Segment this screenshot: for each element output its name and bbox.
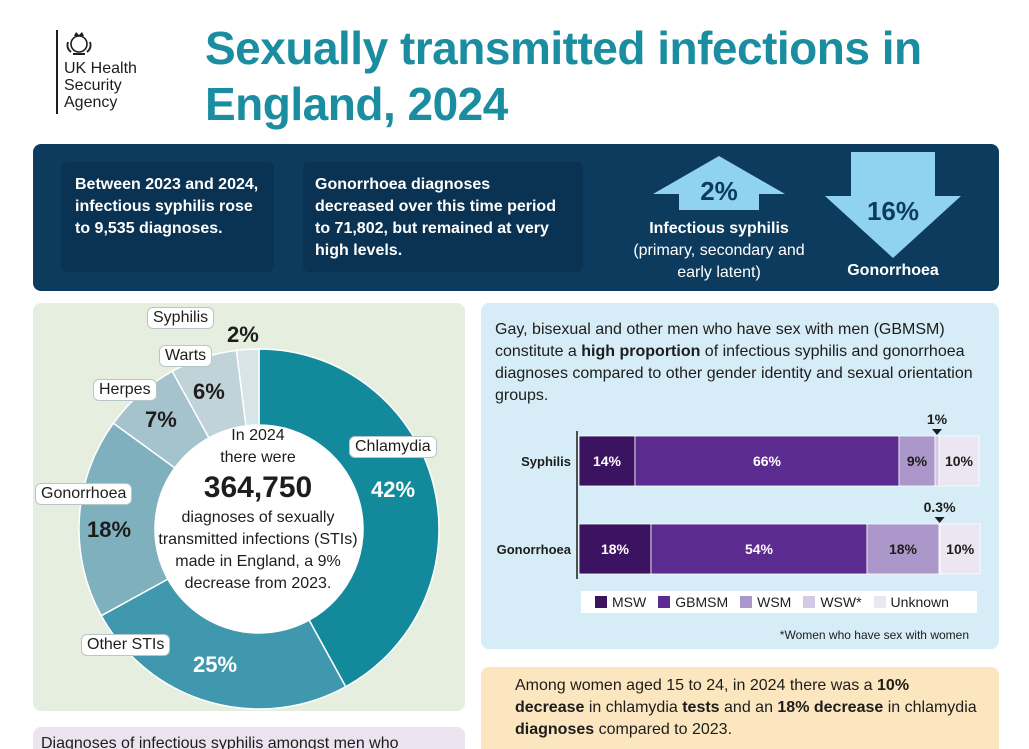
legend-label-wsw: WSW* <box>820 594 862 610</box>
syphilis-men-box: Diagnoses of infectious syphilis amongst… <box>33 727 465 749</box>
bar-label-gonorrhoea-wsw: 0.3% <box>924 499 956 515</box>
bar-callout-pointer-syphilis <box>932 429 942 435</box>
bar-intro-bold: high proportion <box>581 343 701 360</box>
legend-label-gbmsm: GBMSM <box>675 594 729 610</box>
bar-segment-gonorrhoea-gbmsm <box>650 523 868 575</box>
legend-swatch-gbmsm <box>658 596 671 608</box>
gonorrhoea-stat: Gonorrhoea diagnoses decreased over this… <box>303 162 583 272</box>
bar-category-syphilis: Syphilis <box>521 454 571 469</box>
bar-callout-pointer-gonorrhoea <box>934 517 945 523</box>
bar-segment-syphilis-msw <box>578 435 636 487</box>
bar-label-syphilis-wsm: 9% <box>907 453 928 469</box>
legend-swatch-wsm <box>740 596 753 608</box>
syphilis-change-pct: 2% <box>700 176 738 206</box>
bar-category-gonorrhoea: Gonorrhoea <box>497 542 572 557</box>
bar-label-gonorrhoea-gbmsm: 54% <box>745 541 774 557</box>
bar-label-syphilis-gbmsm: 66% <box>753 453 782 469</box>
slice-pct-chlamydia: 42% <box>371 477 416 502</box>
legend-item-unknown: Unknown <box>873 594 949 610</box>
stacked-bar-chart: Syphilis 14% 66% 9% 1% 10% Gonorrhoea 18% 54% 18%… <box>497 411 981 579</box>
legend-item-wsw: WSW* <box>803 594 862 610</box>
syphilis-stat: Between 2023 and 2024, infectious syphil… <box>61 162 274 272</box>
bar-legend: MSW GBMSM WSM WSW* Unknown <box>581 591 977 613</box>
women-text-4: in chlamydia <box>883 699 977 716</box>
bar-segment-syphilis-gbmsm <box>634 435 900 487</box>
bar-segment-gonorrhoea-unknown <box>939 523 981 575</box>
legend-item-gbmsm: GBMSM <box>658 594 728 610</box>
slice-label-chlamydia: Chlamydia <box>349 436 437 458</box>
gonorrhoea-arrow-label: Gonorrhoea <box>847 262 939 279</box>
women-bold-1: 10% decrease <box>515 677 910 716</box>
legend-label-msw: MSW <box>612 594 647 610</box>
bar-label-syphilis-msw: 14% <box>593 453 622 469</box>
bar-label-gonorrhoea-unknown: 10% <box>946 541 975 557</box>
slice-pct-syphilis: 2% <box>227 322 259 347</box>
women-chlamydia-box: Among women aged 15 to 24, in 2024 there… <box>481 667 999 749</box>
legend-swatch-unknown <box>873 596 886 608</box>
center-line-2: there were <box>220 449 296 466</box>
legend-swatch-wsw <box>803 596 816 608</box>
slice-pct-herpes: 7% <box>145 407 177 432</box>
bar-intro-pre: Gay, bisexual and other men who have sex… <box>495 321 945 360</box>
slice-pct-warts: 6% <box>193 379 225 404</box>
sti-donut-panel: In 2024 there were 364,750 diagnoses of … <box>33 303 465 711</box>
gonorrhoea-change-pct: 16% <box>866 196 920 226</box>
center-line-1: In 2024 <box>231 427 285 444</box>
bar-segment-gonorrhoea-wsm <box>866 523 940 575</box>
syphilis-arrow-label: Infectious syphilis <box>649 220 789 237</box>
royal-crest-icon <box>66 32 92 55</box>
donut-hole <box>155 425 363 633</box>
center-description: diagnoses of sexually transmitted infect… <box>158 509 358 592</box>
bar-intro-post: of infectious syphilis and gonorrhoea di… <box>495 343 973 404</box>
slice-label-syphilis: Syphilis <box>147 307 215 329</box>
women-bold-2: tests <box>682 699 720 716</box>
legend-item-wsm: WSM <box>740 594 791 610</box>
women-bold-4: diagnoses <box>515 721 595 738</box>
slice-label-other-stis: Other STIs <box>81 634 171 656</box>
legend-label-unknown: Unknown <box>890 594 949 610</box>
legend-item-msw: MSW <box>595 594 646 610</box>
women-text-3: and an <box>719 699 778 716</box>
key-stats-banner: Between 2023 and 2024, infectious syphil… <box>33 144 999 291</box>
bar-label-gonorrhoea-wsm: 18% <box>889 541 918 557</box>
women-text-2: in chlamydia <box>584 699 683 716</box>
org-name: UK Health Security Agency <box>64 60 137 111</box>
bar-segment-syphilis-wsw <box>934 435 940 487</box>
sti-donut-chart <box>78 348 440 710</box>
bar-segment-gonorrhoea-msw <box>578 523 652 575</box>
bar-intro-text: Gay, bisexual and other men who have sex… <box>495 319 975 407</box>
legend-label-wsm: WSM <box>757 594 792 610</box>
donut-center-text: In 2024 there were 364,750 diagnoses of … <box>158 425 358 595</box>
bar-label-gonorrhoea-msw: 18% <box>601 541 630 557</box>
page-title: Sexually transmitted infections in Engla… <box>205 22 922 130</box>
slice-label-herpes: Herpes <box>93 379 157 401</box>
gonorrhoea-down-arrow-icon <box>825 152 961 258</box>
bar-segment-syphilis-wsm <box>898 435 936 487</box>
women-text-5: compared to 2023. <box>594 721 733 738</box>
bar-label-syphilis-wsw: 1% <box>927 411 948 427</box>
slice-pct-other-stis: 25% <box>193 652 238 677</box>
total-diagnoses: 364,750 <box>203 471 313 504</box>
syphilis-up-arrow-icon <box>653 156 785 210</box>
gbmsm-bar-panel: Gay, bisexual and other men who have sex… <box>481 303 999 649</box>
syphilis-arrow-sublabel: (primary, secondary and early latent) <box>633 242 805 281</box>
slice-label-warts: Warts <box>159 345 213 367</box>
slice-pct-gonorrhoea: 18% <box>87 517 132 542</box>
bar-label-syphilis-unknown: 10% <box>945 453 974 469</box>
women-bold-3: 18% decrease <box>777 699 884 716</box>
legend-swatch-msw <box>595 596 607 608</box>
slice-label-gonorrhoea: Gonorrhoea <box>35 483 133 505</box>
wsw-footnote: *Women who have sex with women <box>779 628 969 642</box>
women-text-1: Among women aged 15 to 24, in 2024 there… <box>515 677 878 694</box>
logo-divider <box>56 30 58 114</box>
bar-segment-syphilis-unknown <box>938 435 980 487</box>
